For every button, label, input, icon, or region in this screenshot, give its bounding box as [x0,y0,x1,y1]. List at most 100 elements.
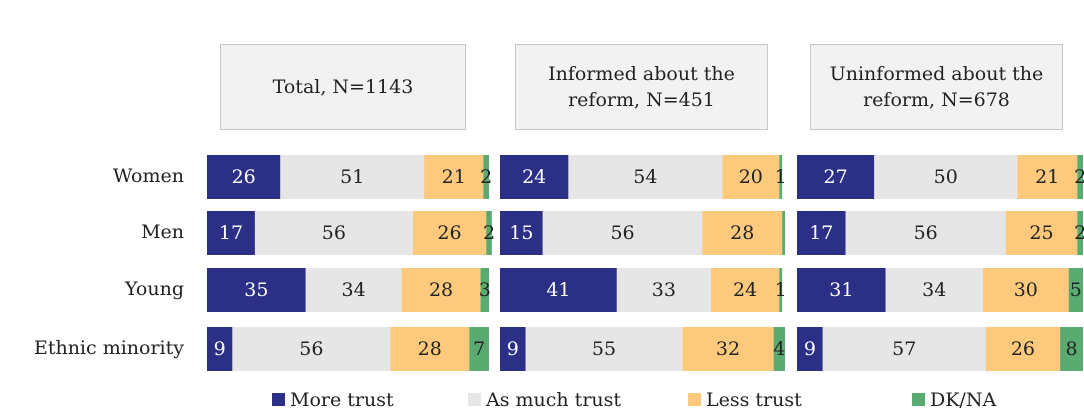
bar-segment [412,211,487,255]
data-label: 26 [232,166,256,188]
bar-segment [822,327,986,371]
data-label: 3 [479,279,491,301]
bar-segment [797,327,823,371]
data-label: 26 [437,222,461,244]
legend-swatch [912,393,925,406]
bar-segment [280,155,425,199]
data-label: 1 [775,166,787,188]
legend-label: Less trust [706,389,802,411]
data-label: 17 [809,222,833,244]
bar-segment [500,211,543,255]
bar-segment [401,268,481,312]
legend-label: DK/NA [930,389,996,411]
data-label: 9 [507,338,519,360]
category-label: Women [113,165,184,187]
bar-segment [722,155,780,199]
data-label: 35 [244,279,268,301]
panel-header: Informed about the reform, N=451 [515,44,768,130]
data-label: 54 [633,166,657,188]
data-label: 7 [473,338,485,360]
bar-segment [232,327,391,371]
data-label: 9 [214,338,226,360]
bar-segment [390,327,470,371]
bar-segment [797,155,875,199]
data-label: 2 [480,166,492,188]
bar-segment [985,327,1061,371]
data-label: 17 [219,222,243,244]
bar-segment [1005,211,1078,255]
bar-segment [500,155,569,199]
data-label: 20 [739,166,763,188]
bar-segment [1077,211,1083,255]
data-label: 55 [592,338,616,360]
data-label: 5 [1070,279,1082,301]
data-label: 2 [1074,166,1084,188]
data-label: 56 [610,222,634,244]
data-label: 27 [824,166,848,188]
data-label: 32 [716,338,740,360]
legend-swatch [272,393,285,406]
bar-segment [207,211,255,255]
panel-header: Uninformed about the reform, N=678 [810,44,1063,130]
bar-segment [702,211,783,255]
bar-segment [1060,327,1083,371]
data-label: 15 [509,222,533,244]
data-label: 56 [322,222,346,244]
data-label: 56 [914,222,938,244]
data-label: 33 [652,279,676,301]
bar-segment [779,268,783,312]
data-label: 28 [418,338,442,360]
legend-swatch [688,393,701,406]
data-label: 26 [1011,338,1035,360]
bar-segment [982,268,1069,312]
data-label: 34 [922,279,946,301]
data-label: 34 [342,279,366,301]
data-label: 4 [773,338,785,360]
bar-segment [305,268,402,312]
data-label: 2 [1074,222,1084,244]
bar-segment [797,268,886,312]
data-label: 21 [442,166,466,188]
data-label: 24 [522,166,546,188]
bar-segment [483,155,489,199]
bar-segment [885,268,983,312]
data-label: 41 [546,279,570,301]
data-label: 57 [892,338,916,360]
bar-segment [710,268,780,312]
bar-segment [874,155,1018,199]
bar-segment [254,211,413,255]
data-label: 8 [1066,338,1078,360]
bar-segment [500,268,617,312]
bar-segment [542,211,703,255]
category-label: Young [124,278,184,300]
legend-label: More trust [290,389,394,411]
data-label: 56 [299,338,323,360]
data-label: 31 [829,279,853,301]
data-label: 28 [429,279,453,301]
bar-segment [424,155,484,199]
bar-segment [616,268,711,312]
data-label: 28 [730,222,754,244]
category-label: Men [141,221,184,243]
data-label: 50 [934,166,958,188]
data-label: 9 [804,338,816,360]
bar-segment [207,268,306,312]
bar-segment [682,327,774,371]
data-label: 30 [1014,279,1038,301]
bar-segment [500,327,526,371]
bar-segment [782,211,785,255]
data-label: 24 [733,279,757,301]
bar-segment [1077,155,1083,199]
legend-label: As much trust [485,389,621,411]
bar-segment [568,155,723,199]
data-label: 51 [340,166,364,188]
bar-segment [207,155,281,199]
category-label: Ethnic minority [34,337,184,359]
panel-header: Total, N=1143 [220,44,466,130]
bar-segment [1017,155,1078,199]
bar-segment [525,327,683,371]
bar-segment [1068,268,1083,312]
bar-segment [773,327,785,371]
